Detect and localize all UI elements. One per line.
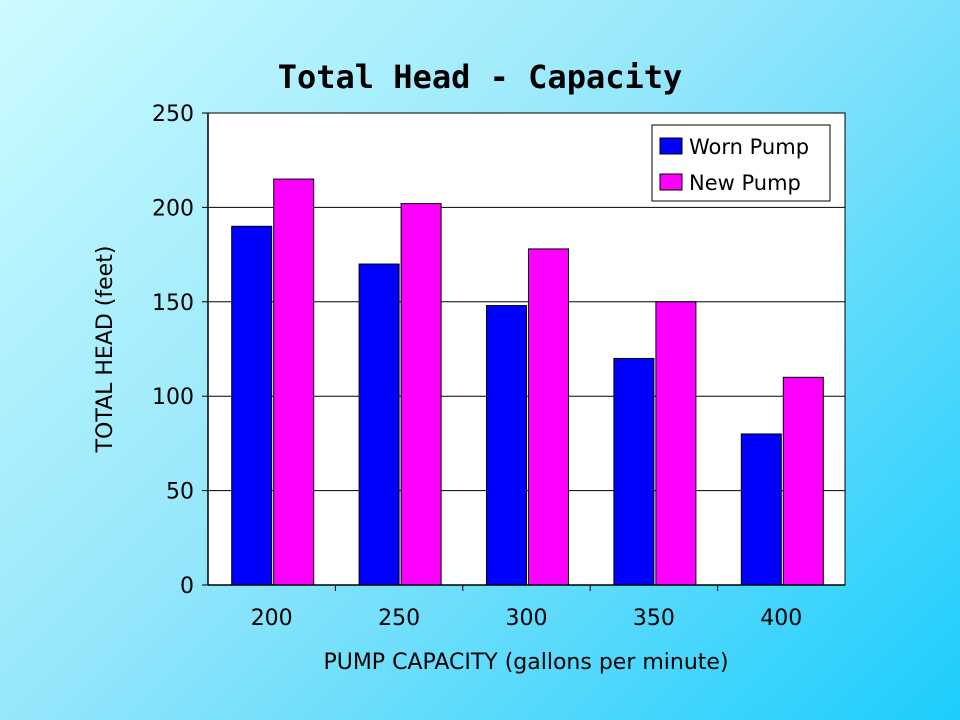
tick-labels: 0 50 100 150 200 250 200 250 300 350 400 <box>152 102 802 631</box>
x-tick-label-400: 400 <box>760 606 802 631</box>
y-tick-label-5: 250 <box>152 102 194 127</box>
bar-worn-pump-400 <box>740 433 782 586</box>
legend: Worn Pump New Pump <box>651 124 831 202</box>
y-tick-label-4: 200 <box>152 196 194 221</box>
x-tick-label-250: 250 <box>378 606 420 631</box>
x-tick-label-350: 350 <box>633 606 675 631</box>
y-tick-label-0: 0 <box>180 574 194 599</box>
legend-label-new-pump: New Pump <box>689 171 801 195</box>
bar-new-pump-350 <box>655 301 697 586</box>
legend-swatch-worn-pump <box>659 137 683 155</box>
axes <box>202 112 845 591</box>
bar-new-pump-400 <box>782 376 824 586</box>
legend-swatch-new-pump <box>659 173 683 191</box>
bar-worn-pump-300 <box>486 305 527 586</box>
y-tick-label-2: 100 <box>152 385 194 410</box>
bar-worn-pump-350 <box>613 357 655 586</box>
bars <box>231 178 824 586</box>
legend-label-worn-pump: Worn Pump <box>689 135 809 159</box>
y-tick-label-3: 150 <box>152 291 194 316</box>
bar-worn-pump-250 <box>358 263 400 586</box>
x-axis-label: PUMP CAPACITY (gallons per minute) <box>323 650 728 675</box>
bar-worn-pump-200 <box>231 225 273 586</box>
bar-new-pump-250 <box>400 203 442 586</box>
x-tick-label-300: 300 <box>506 606 548 631</box>
bar-new-pump-200 <box>273 178 315 586</box>
y-axis-label: TOTAL HEAD (feet) <box>93 246 118 454</box>
bar-new-pump-300 <box>528 248 569 586</box>
y-tick-label-1: 50 <box>166 480 194 505</box>
x-tick-label-200: 200 <box>251 606 293 631</box>
chart-title: Total Head - Capacity <box>278 58 683 96</box>
